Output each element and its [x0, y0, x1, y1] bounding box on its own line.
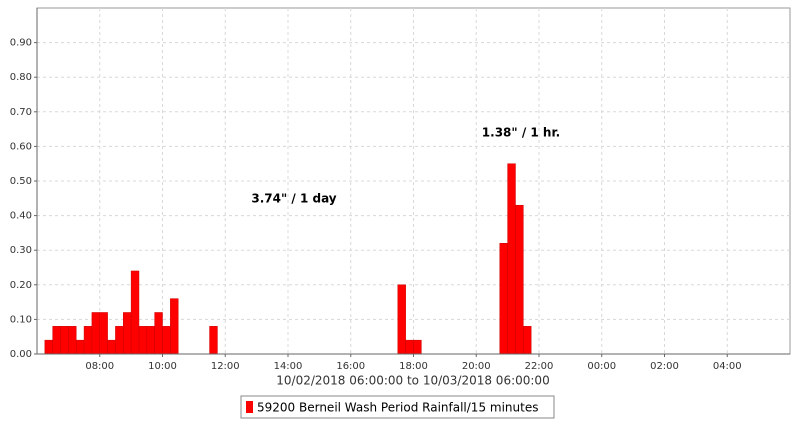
x-tick-label: 12:00: [211, 361, 240, 372]
bar: [146, 326, 155, 355]
bar: [413, 339, 422, 355]
x-axis-label: 10/02/2018 06:00:00 to 10/03/2018 06:00:…: [276, 374, 549, 388]
bar: [130, 270, 140, 355]
annotation: 3.74" / 1 day: [251, 192, 336, 206]
y-tick-label: 0.30: [10, 245, 32, 256]
bar: [515, 204, 524, 355]
x-tick-label: 04:00: [713, 361, 742, 372]
bar: [499, 243, 508, 355]
y-tick-label: 0.80: [10, 72, 32, 83]
x-tick-label: 14:00: [274, 361, 303, 372]
legend-swatch: [246, 401, 253, 413]
y-tick-label: 0.40: [10, 211, 32, 222]
x-tick-label: 08:00: [85, 361, 114, 372]
bar: [405, 339, 414, 355]
bar: [68, 326, 77, 355]
bar: [397, 284, 406, 355]
annotation: 1.38" / 1 hr.: [482, 126, 560, 140]
x-tick-label: 16:00: [336, 361, 365, 372]
bar: [523, 326, 532, 355]
x-tick-label: 20:00: [462, 361, 491, 372]
legend-box: [240, 395, 555, 419]
bar: [162, 326, 171, 355]
bar: [170, 298, 179, 355]
bar: [507, 163, 516, 355]
x-tick-label: 22:00: [525, 361, 554, 372]
bar: [91, 312, 100, 355]
y-tick-label: 0.50: [10, 176, 32, 187]
y-tick-label: 0.00: [10, 349, 32, 360]
bar: [123, 312, 132, 355]
bar: [107, 339, 116, 355]
bar: [44, 339, 53, 355]
y-tick-label: 0.10: [10, 314, 32, 325]
x-tick-label: 18:00: [399, 361, 428, 372]
bar: [99, 312, 108, 355]
x-tick-label: 00:00: [587, 361, 616, 372]
y-tick-label: 0.90: [10, 38, 32, 49]
bar: [75, 339, 85, 355]
bar: [83, 326, 93, 355]
bar: [209, 326, 218, 355]
bar: [154, 312, 163, 355]
bar: [60, 326, 69, 355]
bar: [115, 326, 124, 355]
legend-label: 59200 Berneil Wash Period Rainfall/15 mi…: [257, 401, 538, 415]
y-tick-label: 0.20: [10, 280, 32, 291]
bar: [138, 326, 148, 355]
y-tick-label: 0.60: [10, 141, 32, 152]
bar: [52, 326, 61, 355]
x-tick-label: 10:00: [148, 361, 177, 372]
x-tick-label: 02:00: [650, 361, 679, 372]
y-tick-label: 0.70: [10, 107, 32, 118]
